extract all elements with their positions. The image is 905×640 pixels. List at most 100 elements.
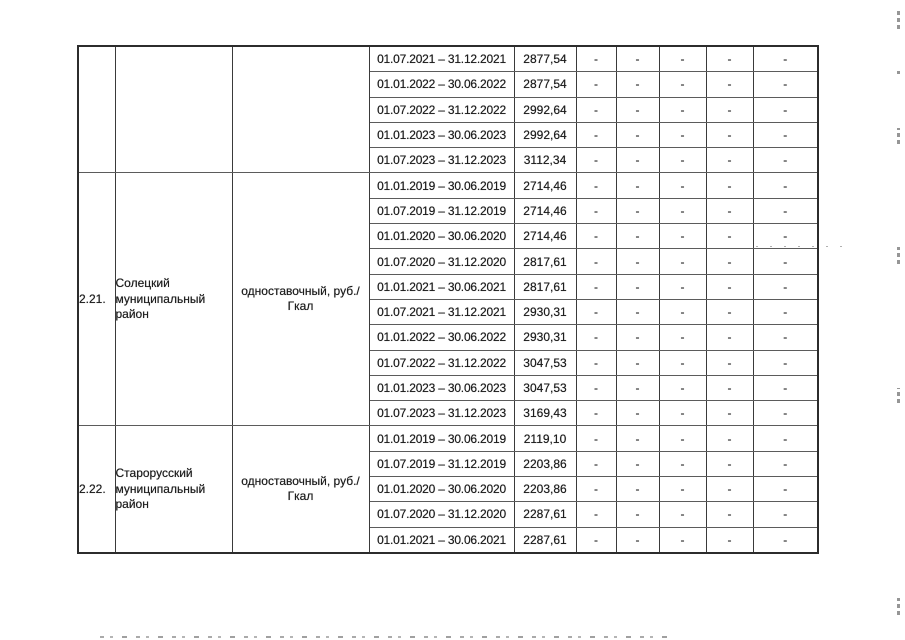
period-cell: 01.07.2022 – 31.12.2022	[368, 96, 515, 123]
empty-dash-cell: -	[575, 71, 617, 98]
value-cell: 3047,53	[513, 374, 577, 402]
table-row: 01.01.2020 – 30.06.2020 2714,46- - - - -	[78, 223, 819, 250]
empty-dash-cell: -	[752, 71, 819, 98]
empty-dash-cell: -	[752, 248, 819, 275]
table-row: 01.07.2020 – 31.12.2020 2817,61- - - - -	[78, 248, 819, 275]
empty-dash-cell: -	[752, 273, 819, 300]
empty-dash-cell: -	[705, 172, 754, 199]
empty-dash-cell: -	[752, 197, 819, 225]
empty-dash-cell: -	[615, 248, 660, 275]
scan-artifact-edge-mark	[897, 10, 900, 29]
scan-artifact-edge-mark	[897, 128, 900, 144]
empty-dash-cell: -	[705, 324, 754, 351]
row-number-cell: 2.21.	[77, 172, 116, 427]
empty-dash-cell: -	[752, 121, 819, 149]
table-row: 01.07.2022 – 31.12.2022 3047,53- - - - -	[78, 349, 819, 376]
table-row: 01.01.2021 – 30.06.2021 2817,61- - - - -	[78, 273, 819, 300]
district-cell: Старорусский муниципальный район	[114, 425, 233, 554]
value-cell: 2930,31	[513, 324, 577, 351]
empty-dash-cell: -	[658, 273, 707, 300]
period-cell: 01.01.2020 – 30.06.2020	[368, 476, 515, 503]
scan-artifact-edge-mark	[897, 247, 900, 264]
empty-dash-cell: -	[575, 374, 617, 402]
empty-dash-cell: -	[752, 501, 819, 528]
period-cell: 01.07.2019 – 31.12.2019	[368, 197, 515, 225]
period-cell: 01.07.2022 – 31.12.2022	[368, 349, 515, 376]
row-number-cell	[77, 45, 116, 174]
table-row: 01.01.2023 – 30.06.2023 3047,53- - - - -	[78, 374, 819, 402]
empty-dash-cell: -	[615, 172, 660, 199]
empty-dash-cell: -	[615, 273, 660, 300]
empty-dash-cell: -	[575, 501, 617, 528]
tariff-type-cell	[231, 45, 370, 174]
table-row: 2.22. Старорусский муниципальный район одн…	[77, 425, 819, 554]
empty-dash-cell: -	[575, 298, 617, 326]
period-cell: 01.01.2023 – 30.06.2023	[368, 374, 515, 402]
empty-dash-cell: -	[752, 298, 819, 326]
period-cell: 01.01.2023 – 30.06.2023	[368, 121, 515, 149]
empty-dash-cell: -	[575, 147, 617, 174]
period-cell: 01.01.2019 – 30.06.2019	[368, 172, 515, 199]
period-cell: 01.07.2021 – 31.12.2021	[368, 298, 515, 326]
table-row: 01.01.2022 – 30.06.2022 2877,54- - - - -	[78, 71, 819, 98]
empty-dash-cell: -	[615, 147, 660, 174]
scan-artifact-edge-mark	[897, 388, 900, 403]
empty-dash-cell: -	[752, 450, 819, 478]
empty-dash-cell: -	[705, 45, 754, 73]
empty-dash-cell: -	[615, 501, 660, 528]
empty-dash-cell: -	[575, 476, 617, 503]
value-cell: 2877,54	[513, 71, 577, 98]
period-cell: 01.01.2022 – 30.06.2022	[368, 71, 515, 98]
value-cell: 2817,61	[513, 248, 577, 275]
empty-dash-cell: -	[575, 324, 617, 351]
empty-dash-cell: -	[658, 223, 707, 250]
scan-artifact-edge-mark	[897, 598, 900, 615]
empty-dash-cell: -	[658, 501, 707, 528]
empty-dash-cell: -	[615, 71, 660, 98]
empty-dash-cell: -	[658, 476, 707, 503]
empty-dash-cell: -	[705, 298, 754, 326]
empty-dash-cell: -	[575, 349, 617, 376]
empty-dash-cell: -	[752, 400, 819, 427]
empty-dash-cell: -	[705, 476, 754, 503]
empty-dash-cell: -	[575, 273, 617, 300]
empty-dash-cell: -	[615, 374, 660, 402]
empty-dash-cell: -	[705, 71, 754, 98]
value-cell: 2992,64	[513, 121, 577, 149]
table-row: 01.01.2023 – 30.06.2023 2992,64- - - - -	[78, 121, 819, 149]
tariff-table: 01.07.2021 – 31.12.2021 2877,54- - - - -01.01…	[77, 45, 819, 554]
tariff-type-cell: одноставочный, руб./Гкал	[231, 172, 370, 427]
period-cell: 01.01.2021 – 30.06.2021	[368, 526, 515, 554]
value-cell: 2817,61	[513, 273, 577, 300]
empty-dash-cell: -	[575, 172, 617, 199]
empty-dash-cell: -	[658, 197, 707, 225]
table-row: 2.21. Солецкий муниципальный район односта…	[77, 172, 819, 427]
district-cell: Солецкий муниципальный район	[114, 172, 233, 427]
empty-dash-cell: -	[615, 349, 660, 376]
period-cell: 01.07.2021 – 31.12.2021	[368, 45, 515, 73]
period-cell: 01.07.2020 – 31.12.2020	[368, 248, 515, 275]
period-cell: 01.01.2020 – 30.06.2020	[368, 223, 515, 250]
empty-dash-cell: -	[752, 172, 819, 199]
value-cell: 2203,86	[513, 450, 577, 478]
period-cell: 01.07.2020 – 31.12.2020	[368, 501, 515, 528]
value-cell: 2930,31	[513, 298, 577, 326]
empty-dash-cell: -	[752, 147, 819, 174]
period-cell: 01.01.2022 – 30.06.2022	[368, 324, 515, 351]
empty-dash-cell: -	[658, 96, 707, 123]
value-cell: 2877,54	[513, 45, 577, 73]
empty-dash-cell: -	[658, 349, 707, 376]
empty-dash-cell: -	[575, 248, 617, 275]
empty-dash-cell: -	[658, 248, 707, 275]
empty-dash-cell: -	[752, 425, 819, 452]
period-cell: 01.01.2021 – 30.06.2021	[368, 273, 515, 300]
tariff-type-cell: одноставочный, руб./Гкал	[231, 425, 370, 554]
empty-dash-cell: -	[752, 45, 819, 73]
empty-dash-cell: -	[705, 96, 754, 123]
empty-dash-cell: -	[658, 172, 707, 199]
tariff-table-body: 01.07.2021 – 31.12.2021 2877,54- - - - -01.01…	[77, 45, 819, 554]
empty-dash-cell: -	[575, 425, 617, 452]
empty-dash-cell: -	[658, 324, 707, 351]
empty-dash-cell: -	[575, 526, 617, 554]
